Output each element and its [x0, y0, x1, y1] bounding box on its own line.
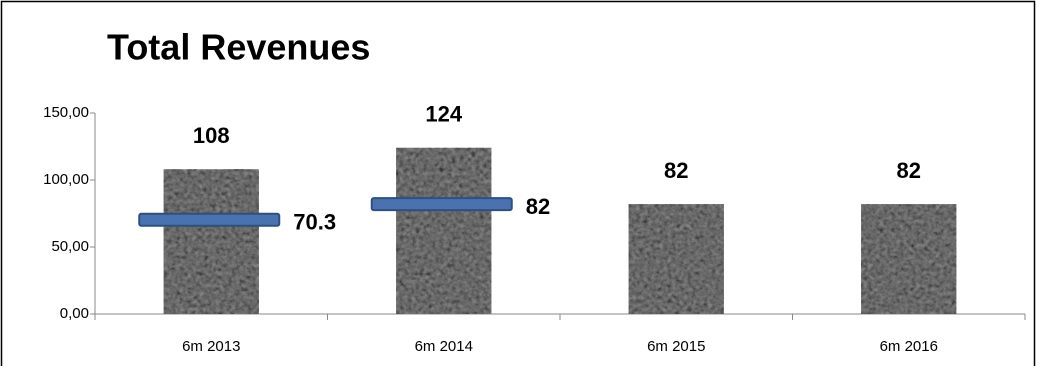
- x-tick-label: 6m 2015: [647, 338, 705, 355]
- chart-title: Total Revenues: [107, 27, 370, 68]
- marker: [138, 212, 281, 227]
- bar: [163, 169, 259, 314]
- x-tick-label: 6m 2013: [182, 338, 240, 355]
- marker-label: 82: [526, 194, 550, 219]
- y-tick-label: 50,00: [51, 238, 89, 255]
- value-label: 82: [664, 158, 688, 183]
- bar: [861, 204, 957, 314]
- value-label: 108: [193, 123, 230, 148]
- value-label: 124: [425, 102, 462, 127]
- value-label: 82: [897, 158, 921, 183]
- x-tick-label: 6m 2014: [415, 338, 473, 355]
- bar: [628, 204, 724, 314]
- bar: [396, 147, 492, 314]
- y-tick-label: 100,00: [43, 171, 89, 188]
- x-tick-label: 6m 2016: [880, 338, 938, 355]
- marker: [370, 197, 513, 212]
- marker-label: 70.3: [293, 210, 336, 235]
- y-tick-label: 0,00: [60, 305, 89, 322]
- y-tick-label: 150,00: [43, 104, 89, 121]
